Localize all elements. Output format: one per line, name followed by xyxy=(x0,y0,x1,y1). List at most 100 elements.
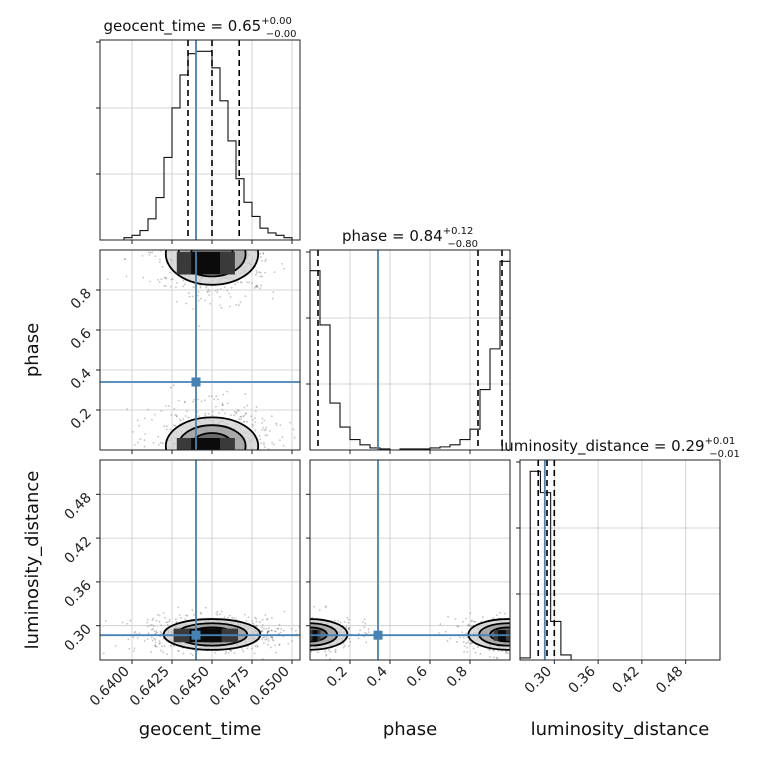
panel-luminosity_distance-vs-geocent_time-scatter-pt xyxy=(199,611,202,614)
panel-phase-vs-geocent_time-scatter-top-pt xyxy=(238,304,240,307)
title-minus-geocent_time: −0.00 xyxy=(266,29,297,40)
panel-luminosity_distance-vs-geocent_time-scatter-pt xyxy=(264,614,267,617)
panel-luminosity_distance-vs-phase-peak-left-cell xyxy=(310,630,313,636)
panel-phase-vs-geocent_time-peak-bottom-cell xyxy=(176,438,192,445)
panel-phase-vs-geocent_time-scatter-top-pt xyxy=(259,252,261,255)
panel-luminosity_distance-vs-geocent_time-scatter-pt xyxy=(132,650,135,652)
panel-luminosity_distance-vs-phase-scatter-right-pt xyxy=(438,632,440,634)
panel-luminosity_distance-vs-geocent_time-scatter-pt xyxy=(254,616,257,619)
ytick-label-phase-1: 0.4 xyxy=(68,365,95,392)
panel-phase-vs-geocent_time-scatter-bottom-pt xyxy=(211,414,214,416)
panel-luminosity_distance-vs-geocent_time-scatter-pt xyxy=(274,630,276,633)
panel-phase-vs-geocent_time-scatter-top-pt xyxy=(219,296,221,298)
title-geocent_time: geocent_time = 0.65+0.00 −0.00 xyxy=(104,16,297,40)
panel-luminosity_distance-vs-phase-scatter-left-pt xyxy=(334,650,337,652)
panel-phase-vs-geocent_time-scatter-top-pt xyxy=(163,276,166,279)
panel-luminosity_distance-vs-geocent_time-scatter-pt xyxy=(177,650,180,652)
panel-luminosity_distance-vs-geocent_time-scatter-pt xyxy=(270,636,273,639)
panel-phase-vs-geocent_time-scatter-top-pt xyxy=(259,287,261,290)
panel-luminosity_distance-vs-phase-peak-left-cell xyxy=(317,630,321,636)
panel-luminosity_distance-vs-geocent_time-scatter-pt xyxy=(262,636,265,639)
panel-luminosity_distance-vs-phase-scatter-left-pt xyxy=(325,653,328,656)
panel-phase-vs-geocent_time-scatter-top-pt xyxy=(264,260,266,262)
panel-phase-vs-geocent_time-scatter-top-pt xyxy=(265,258,267,261)
panel-luminosity_distance-vs-geocent_time-border xyxy=(99,459,301,661)
panel-phase-vs-geocent_time-peak-top-cell xyxy=(205,263,221,275)
xlabel-geocent_time: geocent_time xyxy=(139,719,262,740)
panel-phase-vs-geocent_time-peak-top-cell xyxy=(191,263,207,275)
panel-phase-vs-geocent_time-scatter-top-pt xyxy=(262,252,265,254)
panel-phase-vs-geocent_time-scatter-bottom-pt xyxy=(240,418,242,421)
panel-luminosity_distance-vs-phase: 0.2 0.4 0.6 0.8 xyxy=(306,459,511,691)
panel-phase-vs-geocent_time-scatter-top-pt xyxy=(207,291,209,293)
panel-luminosity_distance-vs-geocent_time-scatter-pt xyxy=(215,612,218,615)
panel-phase-vs-geocent_time-scatter-bottom-pt xyxy=(204,414,207,417)
panel-phase-vs-geocent_time-scatter-top-pt xyxy=(205,286,208,289)
ylabel-phase: phase xyxy=(22,323,43,377)
panel-phase-vs-geocent_time-scatter-top-pt xyxy=(200,297,202,300)
panel-luminosity_distance-vs-geocent_time-scatter-pt xyxy=(266,630,269,633)
ytick-label-luminosity_distance-0: 0.30 xyxy=(61,621,94,654)
panel-luminosity_distance-vs-geocent_time-scatter-pt xyxy=(129,619,132,622)
panel-phase-vs-geocent_time-scatter-top-pt xyxy=(208,289,211,292)
panel-luminosity_distance-vs-geocent_time-scatter-pt xyxy=(150,636,153,639)
panel-luminosity_distance-vs-geocent_time-scatter-pt xyxy=(259,621,261,623)
panel-luminosity_distance-vs-geocent_time-scatter-pt xyxy=(191,654,194,656)
panel-phase-vs-geocent_time-scatter-bottom-pt xyxy=(246,420,248,423)
panel-luminosity_distance-vs-phase-scatter-right-pt xyxy=(495,656,498,659)
panel-luminosity_distance-vs-phase-peak-right-cell xyxy=(502,635,507,641)
panel-phase-vs-geocent_time-scatter-bottom-pt xyxy=(161,442,164,445)
panel-phase-vs-geocent_time-scatter-bottom-pt xyxy=(242,421,245,423)
ytick-label-phase-3: 0.8 xyxy=(68,286,95,313)
panel-luminosity_distance-vs-phase-scatter-right-pt xyxy=(471,619,473,622)
panel-luminosity_distance-vs-phase-peak-right-cell xyxy=(506,630,510,636)
panel-luminosity_distance-vs-phase-scatter-left-pt xyxy=(357,637,360,640)
panel-phase-vs-geocent_time-peak-top-cell xyxy=(220,263,235,275)
panel-phase-vs-geocent_time-scatter-bottom-pt xyxy=(252,425,254,427)
panel-luminosity_distance-vs-geocent_time-scatter-pt xyxy=(147,632,150,635)
panel-luminosity_distance-vs-geocent_time-scatter-pt xyxy=(233,617,236,619)
title-main-luminosity_distance: luminosity_distance = 0.29 xyxy=(500,437,704,456)
panel-phase-vs-geocent_time-scatter-top-pt xyxy=(239,301,242,304)
panel-phase-vs-geocent_time-scatter-bottom-pt xyxy=(281,436,284,439)
title-luminosity_distance: luminosity_distance = 0.29+0.01 −0.01 xyxy=(500,436,740,460)
panel-luminosity_distance-vs-phase-scatter-left-pt xyxy=(325,655,327,657)
panel-phase-vs-geocent_time-scatter-bottom-pt xyxy=(175,415,178,418)
panel-luminosity_distance-vs-geocent_time-scatter-pt xyxy=(189,652,192,655)
panel-phase-vs-geocent_time-scatter-top-pt xyxy=(256,271,258,274)
panel-phase-vs-geocent_time-scatter-top-pt xyxy=(216,288,219,291)
panel-luminosity_distance-vs-geocent_time-scatter-pt xyxy=(143,640,146,642)
panel-luminosity_distance-vs-phase-scatter-right-pt xyxy=(505,650,507,653)
panel-phase-vs-geocent_time-scatter-top-pt xyxy=(165,277,168,280)
panel-luminosity_distance-vs-phase-peak-right-cell xyxy=(498,635,503,641)
panel-phase-vs-geocent_time-scatter-top-pt xyxy=(148,251,150,254)
panel-luminosity_distance-vs-geocent_time-scatter-pt xyxy=(271,638,274,641)
panel-luminosity_distance-vs-geocent_time-scatter-pt xyxy=(269,635,272,638)
panel-phase-vs-geocent_time-scatter-bottom-pt xyxy=(146,408,149,411)
panel-luminosity_distance-vs-phase-scatter-right-pt xyxy=(468,625,471,627)
panel-phase-vs-geocent_time-scatter-bottom-pt xyxy=(245,412,247,415)
panel-luminosity_distance-vs-phase-scatter-left-pt xyxy=(329,650,332,653)
panel-luminosity_distance-vs-geocent_time-scatter-pt xyxy=(150,623,153,626)
title-minus-luminosity_distance: −0.01 xyxy=(709,449,740,460)
panel-phase-vs-geocent_time-scatter-bottom-pt xyxy=(186,410,188,413)
ytick-label-phase-0: 0.2 xyxy=(68,406,95,433)
panel-luminosity_distance-vs-geocent_time-scatter-pt xyxy=(231,616,234,619)
title-minus-phase: −0.80 xyxy=(447,239,478,250)
panel-phase-vs-geocent_time-scatter-top-pt xyxy=(226,289,229,292)
panel-phase-vs-geocent_time-scatter-bottom-pt xyxy=(170,414,173,416)
panel-luminosity_distance-vs-geocent_time-scatter-pt xyxy=(153,637,156,640)
panel-phase-vs-geocent_time-scatter-bottom-pt xyxy=(254,429,257,432)
panel-luminosity_distance-vs-phase-scatter-right-pt xyxy=(459,636,461,639)
panel-luminosity_distance-vs-geocent_time-scatter-pt xyxy=(267,643,269,646)
panel-luminosity_distance-vs-geocent_time-scatter-pt xyxy=(182,652,185,655)
panel-luminosity_distance-vs-phase-scatter-left-pt xyxy=(343,621,346,623)
panel-phase-vs-geocent_time-scatter-bottom-pt xyxy=(292,428,295,431)
panel-luminosity_distance-vs-phase-scatter-right-pt xyxy=(457,625,460,628)
panel-luminosity_distance-vs-geocent_time-scatter-pt xyxy=(267,630,270,633)
panel-luminosity_distance-vs-phase-scatter-left-pt xyxy=(345,625,348,628)
panel-phase-vs-geocent_time-scatter-bottom-pt xyxy=(159,441,162,444)
panel-phase-vs-geocent_time-scatter-bottom-pt xyxy=(265,428,267,431)
panel-luminosity_distance-vs-geocent_time-truth-marker xyxy=(191,630,201,640)
panel-phase-vs-geocent_time-scatter-top-pt xyxy=(255,270,258,272)
